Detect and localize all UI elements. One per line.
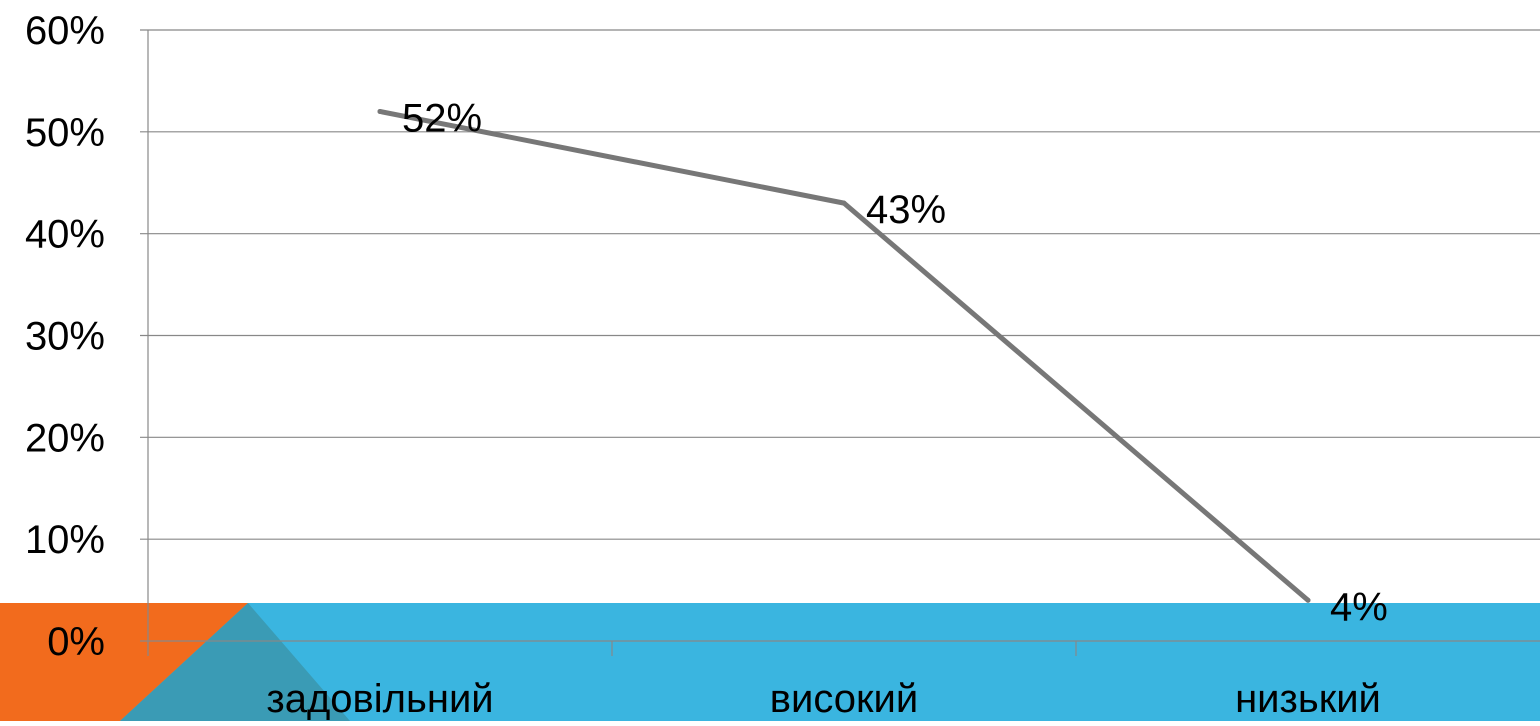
y-tick-label: 50% — [25, 111, 105, 155]
y-tick-label: 30% — [25, 315, 105, 359]
data-labels: 52% 43% 4% — [402, 96, 1388, 629]
footer-orange-corner — [0, 603, 248, 721]
data-point — [1305, 597, 1311, 603]
y-tick-label: 10% — [25, 518, 105, 562]
data-label: 43% — [866, 188, 946, 232]
footer-teal-triangle — [120, 603, 350, 721]
y-tick-label: 40% — [25, 213, 105, 257]
x-category-label: високий — [770, 677, 918, 721]
y-tick-label: 20% — [25, 416, 105, 460]
data-label: 4% — [1330, 585, 1388, 629]
axes: 0% 10% 20% 30% 40% 50% 60% задовільний високий ни… — [25, 9, 1381, 721]
y-tick-label: 60% — [25, 9, 105, 53]
series — [377, 108, 1311, 603]
data-point — [377, 108, 383, 114]
series-line — [377, 108, 1311, 603]
footer-decoration — [0, 603, 1540, 721]
data-point — [841, 200, 847, 206]
y-tick-label: 0% — [47, 620, 105, 664]
x-category-label: задовільний — [266, 677, 493, 721]
data-label: 52% — [402, 96, 482, 140]
x-category-label: низький — [1235, 677, 1381, 721]
gridlines — [140, 29, 1540, 642]
